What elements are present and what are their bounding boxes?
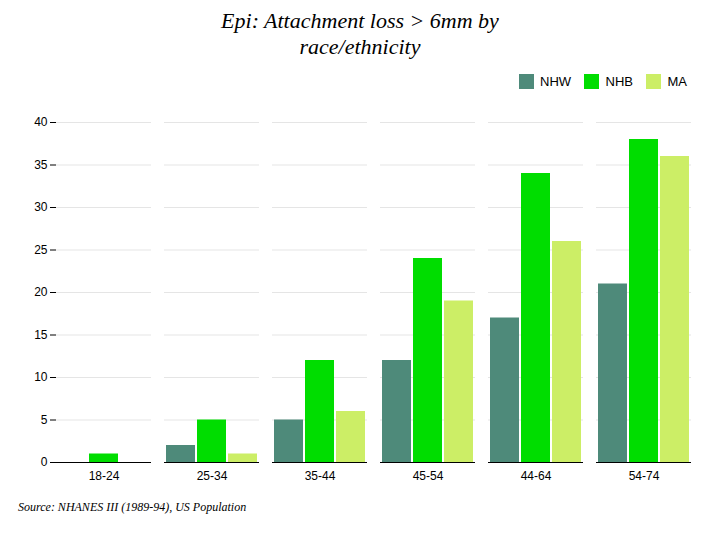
svg-text:10: 10 (34, 371, 48, 385)
svg-text:25-34: 25-34 (197, 469, 228, 483)
svg-text:35: 35 (34, 158, 48, 172)
svg-text:18-24: 18-24 (89, 469, 120, 483)
svg-text:44-64: 44-64 (521, 469, 552, 483)
svg-text:25: 25 (34, 243, 48, 257)
html-text:Epi: Attachment loss > 6mm by: Epi: Attachment loss > 6mm by race/ethni… (221, 8, 499, 60)
html-text:NHB: NHB (605, 73, 633, 89)
svg-text:40: 40 (34, 116, 48, 130)
html-text:MA: MA (667, 73, 687, 89)
svg-text:5: 5 (41, 413, 48, 427)
svg-text:35-44: 35-44 (305, 469, 336, 483)
svg-text:45-54: 45-54 (413, 469, 444, 483)
html-text:NHW: NHW (540, 73, 571, 89)
svg-text:54-74: 54-74 (629, 469, 660, 483)
svg-text:0: 0 (41, 456, 48, 470)
svg-text:15: 15 (34, 328, 48, 342)
svg-text:30: 30 (34, 201, 48, 215)
svg-text:20: 20 (34, 286, 48, 300)
html-text:Source: NHANES III (1989-94),: Source: NHANES III (1989-94), US Populat… (18, 500, 247, 515)
